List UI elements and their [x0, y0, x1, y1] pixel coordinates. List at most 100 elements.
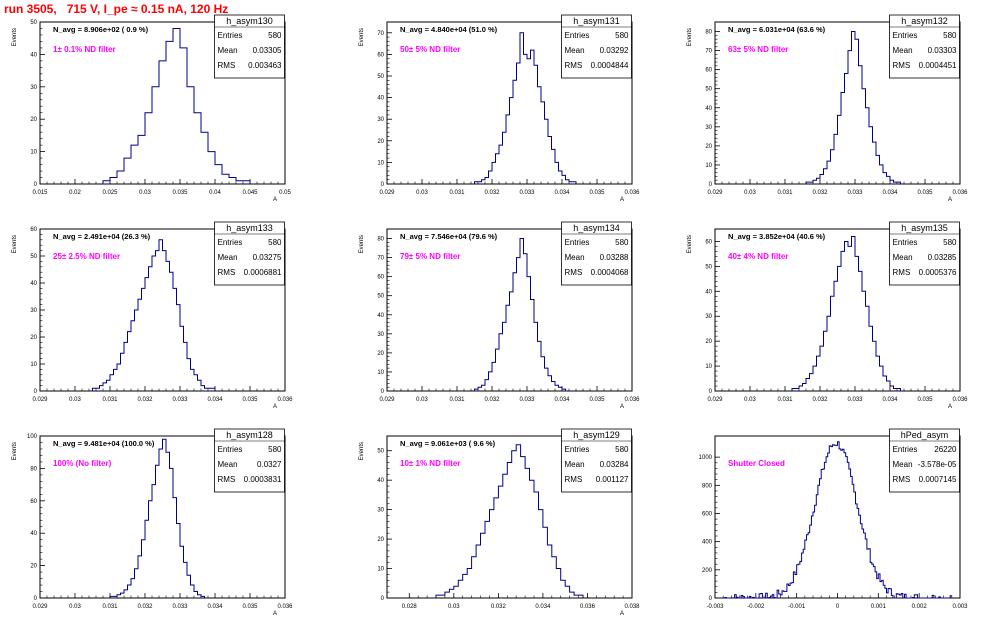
- y-tick-label: 60: [377, 275, 384, 281]
- x-axis: 0.015 0.02 0.025 0.03 0.035 0.04 0.045 0.05A: [32, 179, 291, 203]
- n-avg-label: N_avg = 8.906e+02 ( 0.9 %): [53, 25, 149, 34]
- stats-value: 0.03275: [253, 253, 282, 262]
- histogram-panel-h_asym128: 0.029 0.03 0.031 0.032 0.033 0.034 0.035 0.036A…: [12, 428, 293, 617]
- histogram-series: [109, 438, 205, 598]
- histogram-title: h_asym130: [226, 16, 273, 26]
- y-tick-label: 30: [377, 508, 384, 514]
- stats-box: h_asym135 Entries 580 Mean 0.03285 RMS 0.00053…: [889, 221, 960, 286]
- stats-value: 0.0003831: [244, 475, 282, 484]
- stats-box: hPed_asym Entries 26220 Mean -3.578e-05 RMS 0.…: [889, 428, 960, 493]
- stats-value: 0.03285: [928, 253, 957, 262]
- x-tick-label: 0.035: [589, 190, 605, 196]
- x-axis-label: A: [620, 611, 624, 617]
- n-avg-label: N_avg = 7.546e+04 (79.6 %): [400, 232, 498, 241]
- n-avg-label: N_avg = 3.852e+04 (40.6 %): [728, 232, 826, 241]
- x-tick-label: 0.031: [449, 397, 465, 403]
- histogram-title: h_asym129: [573, 430, 620, 440]
- run-title: run 3505, 715 V, I_pe ≈ 0.15 nA, 120 Hz: [4, 2, 229, 16]
- x-tick-label: 0.031: [777, 397, 793, 403]
- y-tick-label: 20: [705, 339, 712, 345]
- n-avg-label: N_avg = 6.031e+04 (63.6 %): [728, 25, 826, 34]
- y-tick-label: 40: [30, 531, 37, 537]
- histogram-title: h_asym133: [226, 223, 273, 233]
- histogram-series: [102, 28, 251, 184]
- histogram-panel-h_asym130: 0.015 0.02 0.025 0.03 0.035 0.04 0.045 0.05A 0 10…: [12, 14, 291, 203]
- y-tick-label: 40: [30, 52, 37, 58]
- histogram-title: h_asym135: [901, 223, 948, 233]
- x-tick-label: 0.03: [744, 190, 756, 196]
- y-tick-label: 0: [709, 389, 713, 395]
- x-tick-label: 0.036: [624, 397, 640, 403]
- stats-label: RMS: [893, 268, 911, 277]
- stats-label: RMS: [565, 475, 583, 484]
- x-tick-label: 0.038: [624, 604, 640, 610]
- stats-value: 580: [943, 238, 957, 247]
- y-tick-label: 100: [27, 434, 38, 440]
- x-tick-label: 0.03: [448, 604, 460, 610]
- x-tick-label: 0.032: [137, 397, 153, 403]
- y-tick-label: 0: [381, 596, 385, 602]
- y-tick-label: 0: [34, 182, 38, 188]
- x-tick-label: 0.035: [172, 190, 188, 196]
- y-tick-label: 60: [30, 499, 37, 505]
- stats-value: 0.001127: [596, 475, 629, 484]
- y-tick-label: 40: [377, 478, 384, 484]
- stats-value: 0.03303: [928, 46, 957, 55]
- y-tick-label: 10: [30, 362, 37, 368]
- x-tick-label: 0.036: [277, 604, 293, 610]
- stats-label: Mean: [893, 253, 913, 262]
- y-tick-label: 0: [381, 389, 385, 395]
- x-tick-label: 0.031: [449, 190, 465, 196]
- x-axis-label: A: [620, 197, 624, 203]
- stats-label: Mean: [893, 460, 913, 469]
- stats-label: Entries: [893, 238, 918, 247]
- stats-label: Entries: [565, 238, 590, 247]
- stats-value: 0.0327: [257, 460, 282, 469]
- y-tick-label: 0: [34, 389, 38, 395]
- x-axis-label: A: [948, 404, 952, 410]
- histogram-panel-h_asym133: 0.029 0.03 0.031 0.032 0.033 0.034 0.035 0.036A…: [12, 221, 293, 410]
- x-tick-label: 0.032: [491, 604, 507, 610]
- filter-note: 100% (No filter): [53, 459, 112, 468]
- y-tick-label: 50: [377, 74, 384, 80]
- x-tick-label: 0.034: [882, 190, 898, 196]
- x-tick-label: 0.03: [416, 397, 428, 403]
- stats-value: 580: [268, 31, 282, 40]
- filter-note: Shutter Closed: [728, 459, 785, 468]
- y-tick-label: 40: [377, 313, 384, 319]
- histogram-series: [723, 441, 952, 599]
- y-tick-label: 70: [377, 31, 384, 37]
- y-axis: 0 10 20 30 40 50 60 Events: [687, 235, 720, 395]
- x-axis-label: A: [273, 404, 277, 410]
- stats-box: h_asym129 Entries 580 Mean 0.03284 RMS 0.00112…: [561, 428, 632, 493]
- x-tick-label: 0.029: [32, 604, 48, 610]
- x-tick-label: 0.02: [69, 190, 81, 196]
- y-axis-label: Events: [687, 28, 693, 46]
- stats-label: Mean: [218, 46, 238, 55]
- y-tick-label: 50: [30, 254, 37, 260]
- n-avg-label: N_avg = 4.840e+04 (51.0 %): [400, 25, 498, 34]
- y-tick-label: 10: [377, 567, 384, 573]
- y-tick-label: 80: [705, 30, 712, 36]
- stats-box-frame: [214, 221, 285, 286]
- stats-box-frame: [214, 14, 285, 79]
- histogram-series: [92, 239, 216, 391]
- stats-label: Entries: [218, 238, 243, 247]
- y-tick-label: 400: [702, 540, 713, 546]
- x-tick-label: 0.002: [912, 604, 928, 610]
- stats-label: RMS: [218, 475, 236, 484]
- stats-value: -3.578e-05: [918, 460, 957, 469]
- filter-note: 79± 5% ND filter: [400, 252, 460, 261]
- y-tick-label: 30: [705, 125, 712, 131]
- y-tick-label: 1000: [699, 455, 713, 461]
- stats-value: 580: [943, 31, 957, 40]
- x-tick-label: 0.029: [379, 190, 395, 196]
- y-tick-label: 70: [377, 256, 384, 262]
- y-tick-label: 20: [377, 351, 384, 357]
- y-tick-label: 10: [705, 163, 712, 169]
- stats-box-frame: [889, 428, 960, 493]
